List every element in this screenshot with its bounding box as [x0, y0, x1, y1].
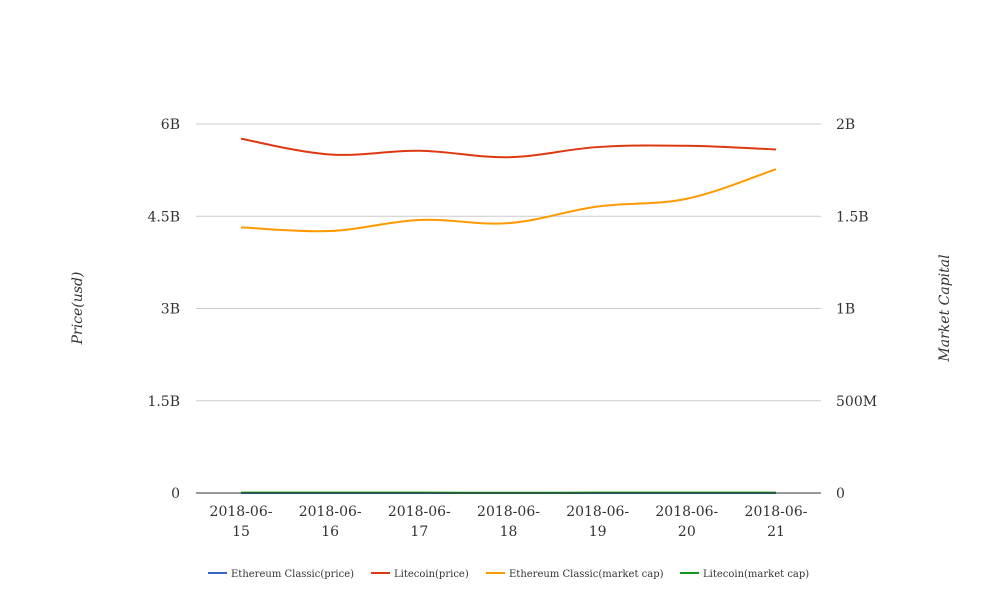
right-tick-label: 1.5B	[836, 209, 869, 225]
legend: Ethereum Classic(price) Litecoin(price) Et…	[208, 569, 809, 580]
legend-label: Ethereum Classic(price)	[231, 569, 354, 580]
right-axis-ticks: 0 500M 1B 1.5B 2B	[836, 117, 877, 502]
grid-lines	[196, 123, 821, 402]
series-line-3	[240, 168, 777, 233]
x-tick-label: 2018-06-16	[299, 504, 362, 540]
legend-label: Ethereum Classic(market cap)	[509, 569, 664, 580]
x-tick-label: 2018-06-15	[210, 504, 273, 540]
series-lines	[240, 137, 777, 495]
x-tick-label: 2018-06-19	[566, 504, 629, 540]
right-tick-label: 0	[836, 486, 845, 502]
right-axis-title: Market Capital	[937, 254, 953, 362]
left-axis-ticks: 0 1.5B 3B 4.5B 6B	[147, 117, 180, 502]
right-tick-label: 2B	[836, 117, 855, 133]
x-axis-ticks: 2018-06-15 2018-06-16 2018-06-17 2018-06-18…	[210, 504, 808, 540]
x-tick-label: 2018-06-18	[477, 504, 540, 540]
left-tick-label: 6B	[161, 117, 180, 133]
legend-item[interactable]: Ethereum Classic(market cap)	[486, 569, 664, 580]
series-line-2	[240, 137, 777, 159]
left-tick-label: 1.5B	[147, 394, 180, 410]
x-tick-label: 2018-06-21	[745, 504, 808, 540]
legend-label: Litecoin(market cap)	[703, 569, 809, 580]
legend-item[interactable]: Ethereum Classic(price)	[208, 569, 354, 580]
legend-item[interactable]: Litecoin(price)	[371, 569, 469, 580]
legend-label: Litecoin(price)	[394, 569, 469, 580]
left-tick-label: 4.5B	[147, 209, 180, 225]
left-tick-label: 0	[171, 486, 180, 502]
left-tick-label: 3B	[161, 302, 180, 318]
x-tick-label: 2018-06-17	[388, 504, 451, 540]
right-tick-label: 1B	[836, 302, 855, 318]
x-tick-label: 2018-06-20	[655, 504, 718, 540]
left-axis-title: Price(usd)	[70, 272, 86, 346]
legend-item[interactable]: Litecoin(market cap)	[680, 569, 809, 580]
right-tick-label: 500M	[836, 394, 877, 410]
